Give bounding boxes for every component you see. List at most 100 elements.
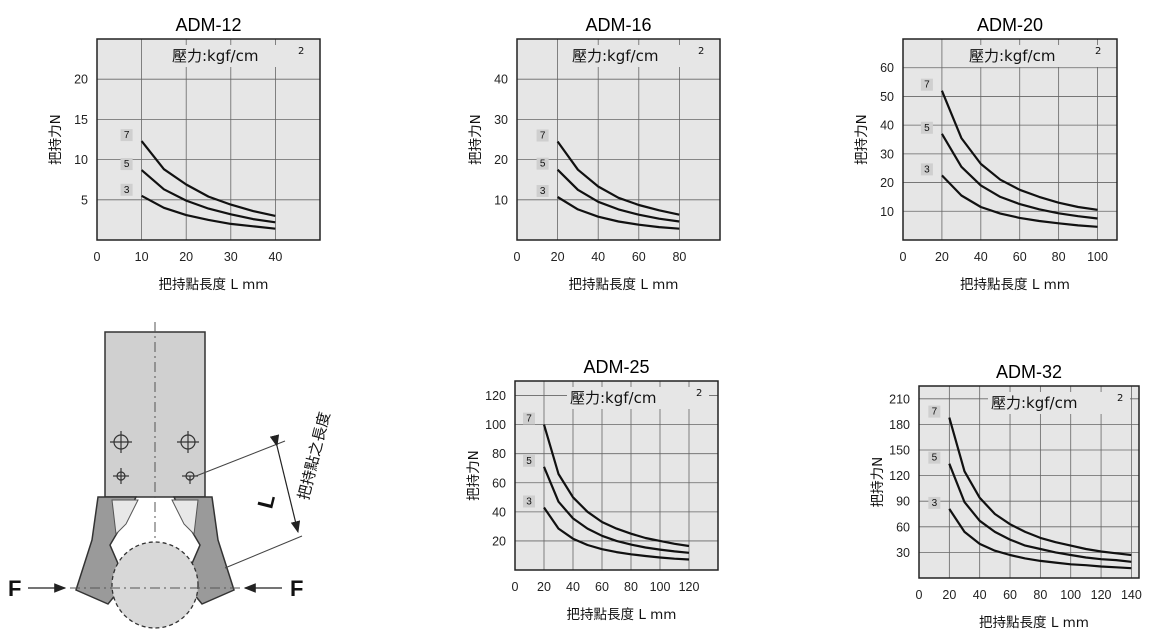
- x-tick-label: 80: [672, 250, 686, 264]
- chart-adm-25: 0 20 40 60 80 100 120 20 40 60 80 100 120 ADM-25 把持點長度…: [466, 357, 719, 623]
- curve-tag-3: 3: [124, 185, 130, 196]
- y-tick-label: 40: [494, 73, 508, 87]
- curve-tag-5: 5: [526, 456, 532, 467]
- pressure-label-bg: [569, 45, 711, 67]
- pressure-label-bg: [988, 392, 1130, 414]
- series-line-3: [543, 506, 690, 561]
- curve-tag-bg: [928, 405, 941, 418]
- curve-tag-bg: [920, 78, 933, 91]
- x-tick-label: 40: [591, 250, 605, 264]
- dimension-line: [269, 434, 301, 534]
- y-tick-label: 30: [880, 147, 894, 161]
- curve-tag-5: 5: [540, 159, 546, 170]
- series-line-7: [542, 424, 690, 548]
- curve-tag-3: 3: [924, 164, 930, 175]
- plot-frame: [902, 38, 1118, 241]
- chart-adm-16: 0 20 40 60 80 10 20 30 40 ADM-16 把持點長度 L mm 把持力N 壓力:…: [468, 15, 721, 293]
- x-tick-label: 20: [935, 250, 949, 264]
- y-axis-label: 把持力N: [468, 114, 484, 165]
- y-tick-label: 10: [74, 153, 88, 167]
- x-tick-label: 20: [942, 588, 956, 602]
- workpiece: [111, 541, 199, 629]
- x-tick-label: 30: [224, 250, 238, 264]
- chart-title: ADM-16: [585, 15, 651, 35]
- y-axis-label: 把持力N: [854, 114, 870, 165]
- x-tick-label: 0: [514, 250, 521, 264]
- plot-area: [97, 39, 320, 240]
- bolt-icon: [110, 431, 199, 484]
- y-tick-label: 20: [74, 73, 88, 87]
- x-tick-label: 60: [632, 250, 646, 264]
- curve-tag-5: 5: [124, 159, 130, 170]
- series-line-5: [140, 169, 276, 224]
- x-tick-label: 40: [566, 580, 580, 594]
- curve-tag-7: 7: [526, 414, 532, 425]
- plot-frame: [516, 38, 721, 241]
- left-jaw-inner: [111, 499, 139, 536]
- y-axis-label: 把持力N: [466, 450, 482, 501]
- series-line-5: [542, 466, 690, 554]
- curve-tag-bg: [920, 121, 933, 134]
- x-tick-label: 60: [595, 580, 609, 594]
- x-axis-label: 把持點長度 L mm: [567, 607, 677, 623]
- curve-tag-bg: [536, 129, 549, 142]
- pressure-label-bg: [567, 387, 709, 409]
- x-tick-label: 0: [900, 250, 907, 264]
- x-tick-label: 10: [135, 250, 149, 264]
- y-tick-label: 20: [494, 153, 508, 167]
- series-line-7: [948, 417, 1132, 557]
- y-tick-label: 120: [485, 389, 506, 403]
- series-line-7: [940, 90, 1098, 211]
- x-tick-label: 20: [179, 250, 193, 264]
- series-line-3: [557, 196, 680, 230]
- x-tick-label: 0: [916, 588, 923, 602]
- curve-tag-bg: [928, 496, 941, 509]
- dimension-label: L: [252, 492, 280, 511]
- series-line-3: [141, 194, 276, 230]
- y-tick-label: 60: [880, 61, 894, 75]
- x-tick-label: 140: [1121, 588, 1142, 602]
- x-tick-label: 120: [679, 580, 700, 594]
- x-tick-label: 20: [537, 580, 551, 594]
- x-tick-label: 60: [1003, 588, 1017, 602]
- y-tick-label: 60: [492, 476, 506, 490]
- y-tick-label: 20: [880, 176, 894, 190]
- y-tick-label: 150: [889, 444, 910, 458]
- x-tick-label: 80: [1052, 250, 1066, 264]
- chart-title: ADM-20: [977, 15, 1043, 35]
- pressure-superscript: 2: [298, 46, 304, 57]
- series-line-3: [948, 508, 1132, 570]
- plot-area: [919, 386, 1139, 578]
- pressure-superscript: 2: [696, 388, 702, 399]
- y-tick-label: 40: [880, 119, 894, 133]
- x-tick-label: 40: [268, 250, 282, 264]
- x-tick-label: 0: [512, 580, 519, 594]
- y-tick-label: 20: [492, 534, 506, 548]
- y-tick-label: 180: [889, 418, 910, 432]
- series-line-7: [556, 140, 680, 216]
- y-axis-label: 把持力N: [870, 457, 886, 508]
- curve-tag-bg: [523, 495, 535, 508]
- x-axis-label: 把持點長度 L mm: [569, 277, 679, 293]
- x-tick-label: 60: [1013, 250, 1027, 264]
- curve-tag-bg: [928, 451, 941, 464]
- x-axis-label: 把持點長度 L mm: [960, 277, 1070, 293]
- x-tick-label: 0: [94, 250, 101, 264]
- plot-frame: [918, 385, 1140, 579]
- y-tick-label: 120: [889, 469, 910, 483]
- chart-adm-32: 0 20 40 60 80 100 120 140 30 60 90 120 150 180 210 ADM-…: [870, 362, 1142, 631]
- curve-tag-3: 3: [526, 496, 532, 507]
- y-tick-label: 210: [889, 392, 910, 406]
- pressure-label: 壓力:kgf/cm: [991, 394, 1077, 412]
- y-tick-label: 30: [494, 113, 508, 127]
- curve-tag-3: 3: [932, 498, 938, 509]
- curve-tag-7: 7: [540, 131, 546, 142]
- curve-tag-5: 5: [932, 453, 938, 464]
- x-tick-label: 20: [551, 250, 565, 264]
- series-line-3: [941, 174, 1098, 228]
- y-tick-label: 15: [74, 113, 88, 127]
- curve-tag-bg: [120, 129, 133, 142]
- chart-title: ADM-25: [583, 357, 649, 377]
- curve-tag-3: 3: [540, 186, 546, 197]
